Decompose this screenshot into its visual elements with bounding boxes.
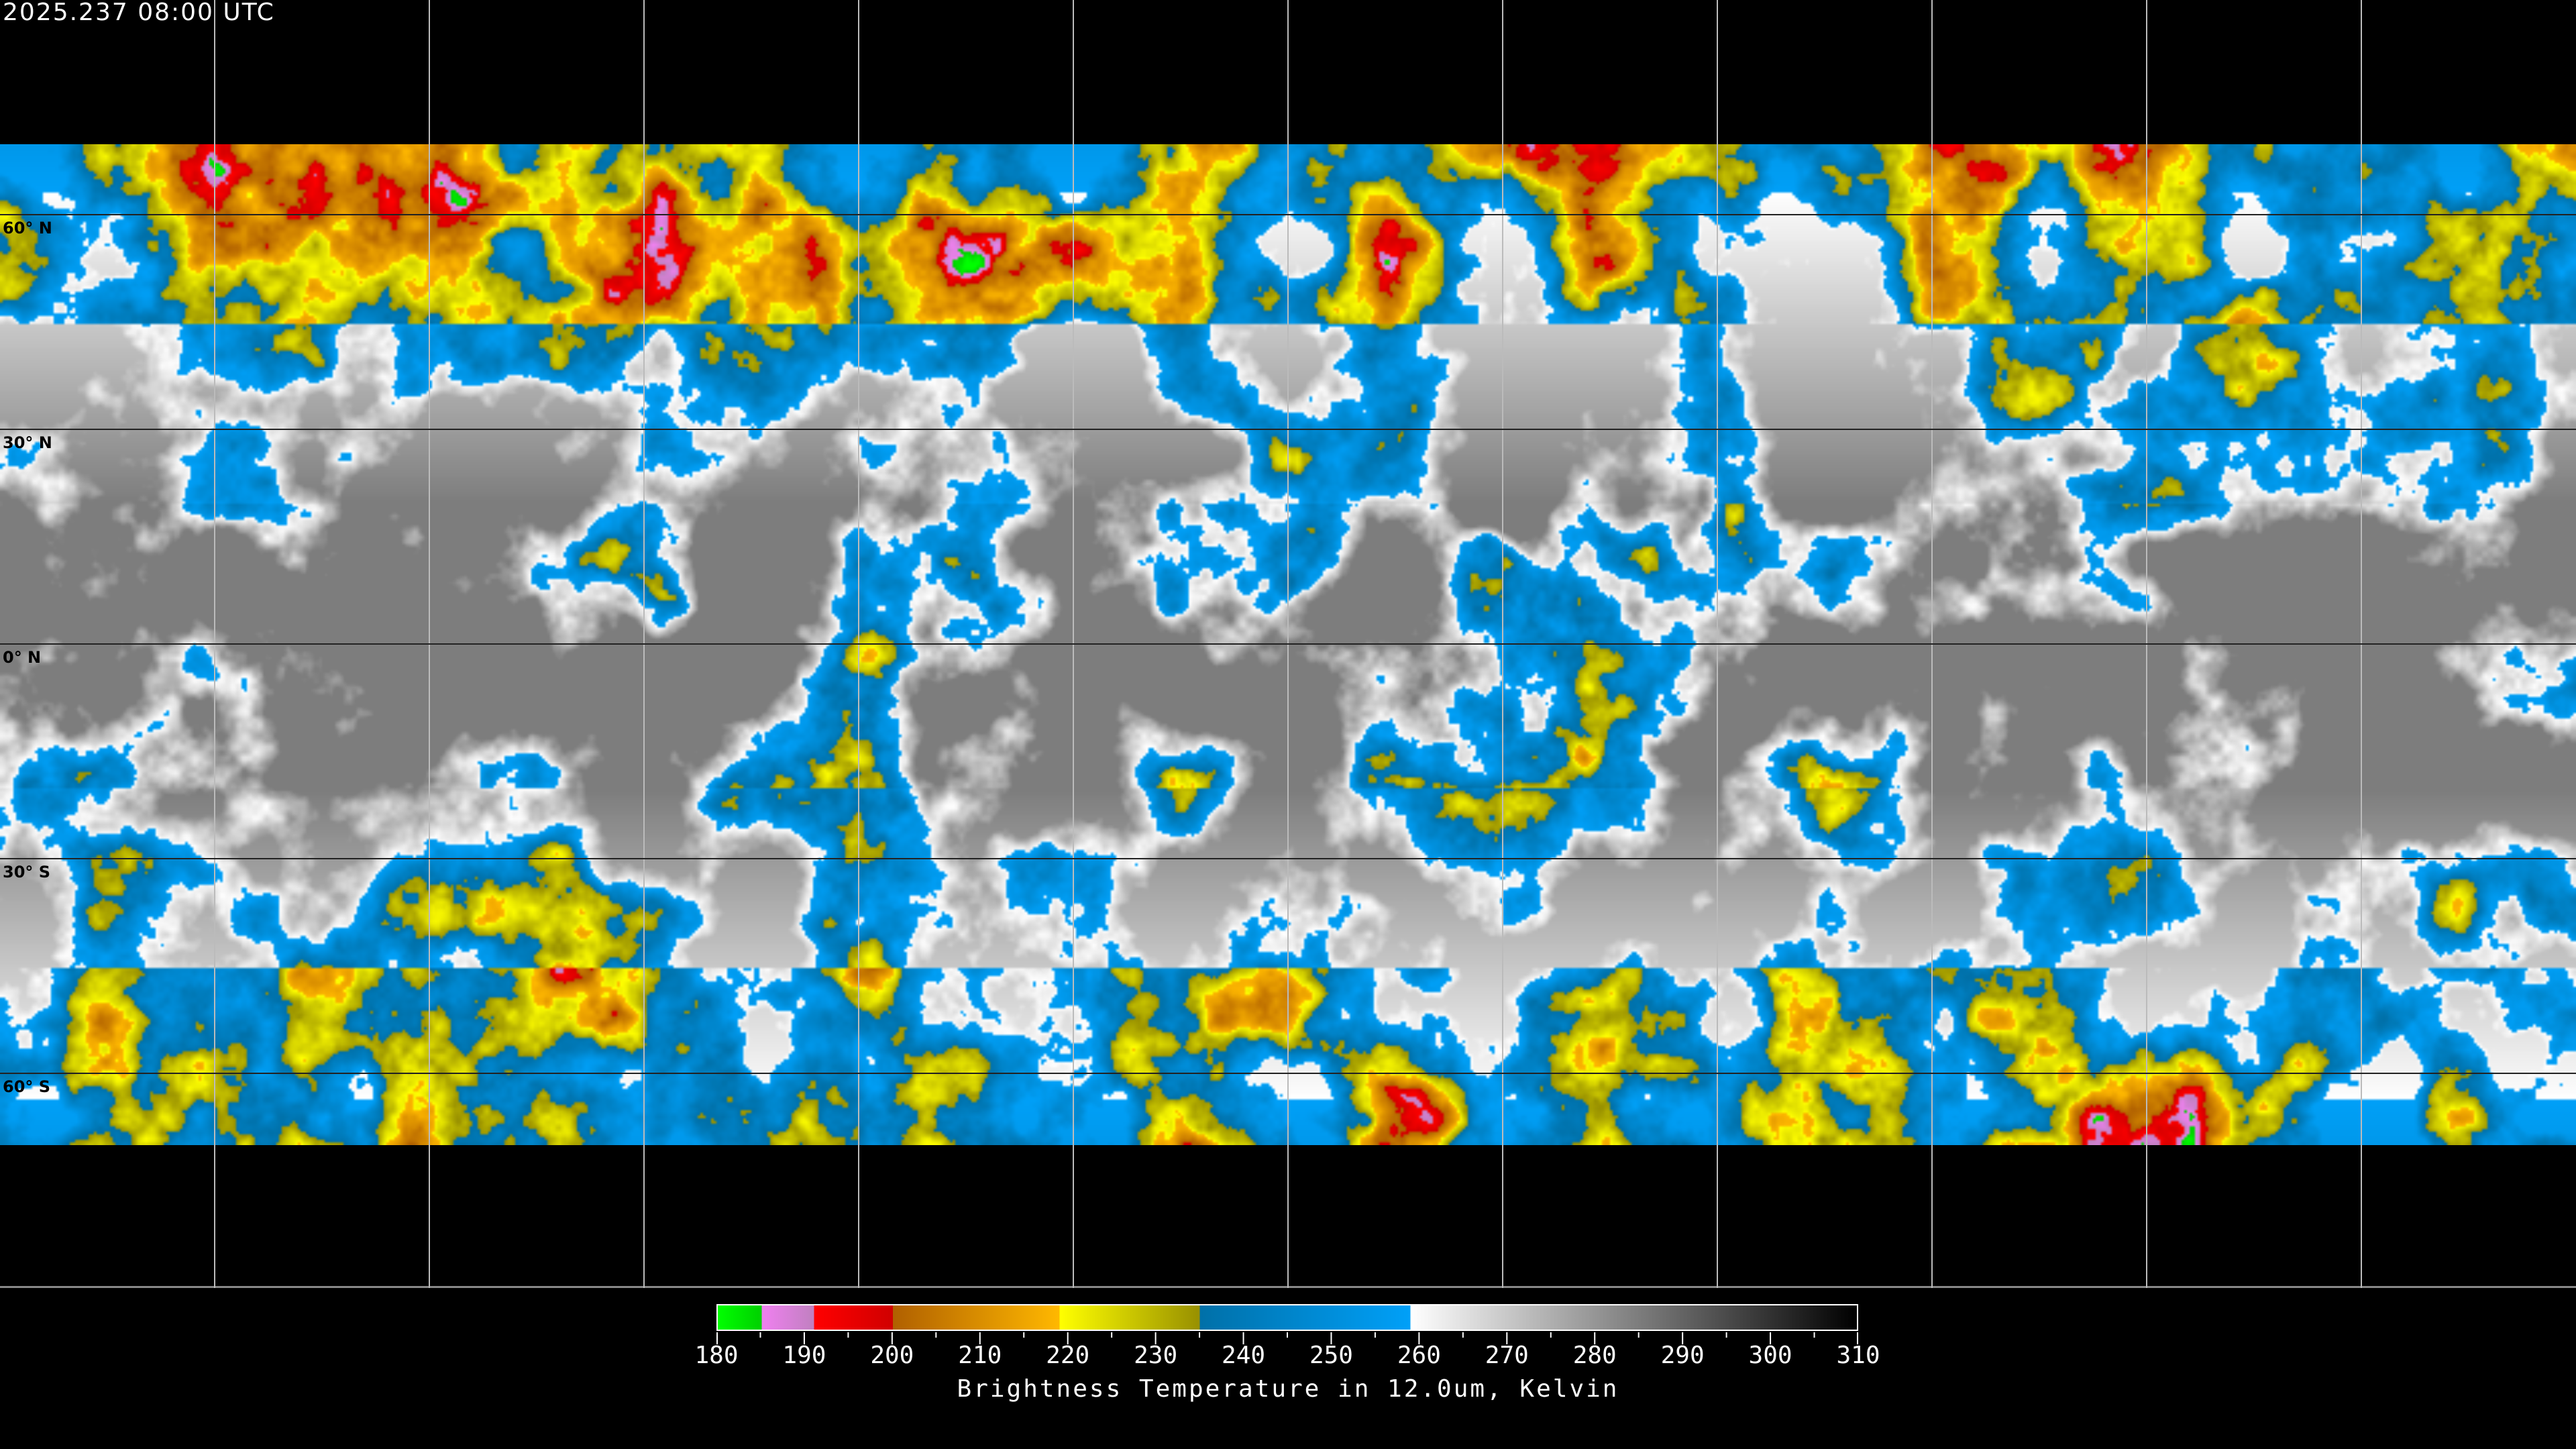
- tick-label-300: 300: [1748, 1342, 1792, 1369]
- tick-label-230: 230: [1134, 1342, 1178, 1369]
- tick-label-280: 280: [1572, 1342, 1617, 1369]
- lat-label-30s: 30° S: [3, 863, 51, 881]
- tick-label-210: 210: [958, 1342, 1002, 1369]
- colorbar-title: Brightness Temperature in 12.0um, Kelvin: [957, 1375, 1619, 1403]
- tick-label-250: 250: [1309, 1342, 1353, 1369]
- tick-label-260: 260: [1397, 1342, 1441, 1369]
- colorbar: [716, 1304, 1858, 1331]
- tick-label-180: 180: [694, 1342, 739, 1369]
- tick-label-240: 240: [1222, 1342, 1266, 1369]
- tick-label-220: 220: [1046, 1342, 1090, 1369]
- lat-label-60n: 60° N: [3, 219, 52, 237]
- satellite-map: 60° N 30° N 0° N 30° S 60° S 2025.237 08…: [0, 0, 2576, 1288]
- tick-label-310: 310: [1836, 1342, 1880, 1369]
- lat-label-0n: 0° N: [3, 648, 42, 667]
- tick-label-270: 270: [1485, 1342, 1529, 1369]
- timestamp: 2025.237 08:00 UTC: [3, 0, 275, 26]
- tick-label-290: 290: [1660, 1342, 1705, 1369]
- colorbar-ticks: [716, 1332, 1858, 1344]
- lat-label-30n: 30° N: [3, 433, 52, 452]
- tick-label-200: 200: [870, 1342, 914, 1369]
- tick-label-190: 190: [782, 1342, 826, 1369]
- lat-lon-grid: [0, 0, 2576, 1288]
- lat-label-60s: 60° S: [3, 1077, 51, 1096]
